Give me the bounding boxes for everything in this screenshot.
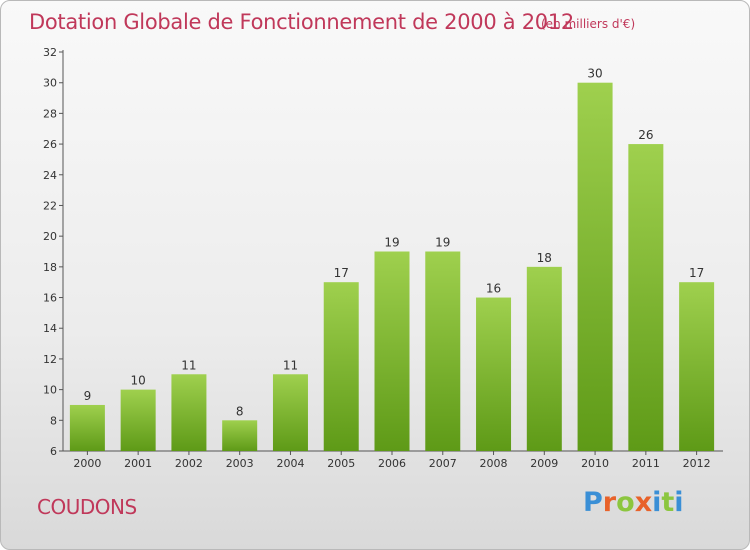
x-tick-label: 2009 [530,457,558,470]
x-tick-label: 2005 [327,457,355,470]
y-tick-label: 18 [43,261,57,274]
y-tick-label: 12 [43,353,57,366]
bar-value-label: 16 [486,282,501,296]
proxiti-logo: Proxiti [583,487,684,518]
y-tick-label: 6 [50,445,57,458]
bar-2003 [222,420,258,451]
y-tick-label: 10 [43,384,57,397]
x-tick-label: 2008 [480,457,508,470]
bar-value-label: 17 [334,266,349,280]
chart-subtitle: (en milliers d'€) [541,17,636,31]
logo-letter: i [652,487,662,518]
y-tick-label: 24 [43,169,57,182]
y-tick-label: 30 [43,77,57,90]
bar-value-label: 26 [638,128,653,142]
logo-letter: P [583,487,603,518]
bar-value-label: 9 [84,389,92,403]
x-tick-label: 2011 [632,457,660,470]
logo-letter: i [674,487,684,518]
logo-letter: x [634,487,653,518]
bar-value-label: 30 [587,67,602,81]
bar-value-label: 19 [435,236,450,250]
bar-value-label: 11 [283,358,298,372]
x-tick-label: 2012 [683,457,711,470]
x-axis: 2000 2001 2002 2003 2004 2005 2006 2007 2008 2009… [63,450,723,470]
bar-2010 [577,82,613,451]
bar-2007 [425,251,461,451]
y-axis: 6 8 10 12 14 16 18 20 22 24 26 28 30 32 [43,46,64,458]
bar-2004 [272,374,308,451]
x-tick-label: 2004 [276,457,304,470]
bar-2001 [120,389,156,451]
y-tick-label: 26 [43,138,57,151]
y-tick-label: 28 [43,107,57,120]
x-tick-label: 2010 [581,457,609,470]
logo-letter: o [616,487,635,518]
x-tick-label: 2003 [226,457,254,470]
x-tick-label: 2000 [73,457,101,470]
y-tick-label: 20 [43,230,57,243]
y-tick-label: 22 [43,199,57,212]
bar-value-label: 10 [131,374,146,388]
logo-letter: t [661,487,675,518]
y-tick-label: 14 [43,322,57,335]
bar-value-label: 17 [689,266,704,280]
bars: 9 10 11 8 11 17 19 19 16 18 30 26 17 [69,67,715,452]
bar-2000 [69,404,105,451]
bar-2009 [526,266,562,451]
x-tick-label: 2002 [175,457,203,470]
bar-2006 [374,251,410,451]
bar-value-label: 19 [384,236,399,250]
x-tick-label: 2006 [378,457,406,470]
chart-title: Dotation Globale de Fonctionnement de 20… [29,10,574,34]
bar-value-label: 18 [537,251,552,265]
bar-value-label: 8 [236,404,244,418]
bar-2011 [628,144,664,452]
y-tick-label: 8 [50,414,57,427]
bar-2002 [171,374,207,451]
logo-letter: r [602,487,617,518]
bar-2005 [323,282,359,451]
x-tick-label: 2001 [124,457,152,470]
bar-2008 [476,297,512,451]
x-tick-label: 2007 [429,457,457,470]
y-tick-label: 16 [43,292,57,305]
y-tick-label: 32 [43,46,57,59]
bar-value-label: 11 [181,358,196,372]
bar-2012 [679,282,715,451]
commune-name: COUDONS [37,495,137,519]
